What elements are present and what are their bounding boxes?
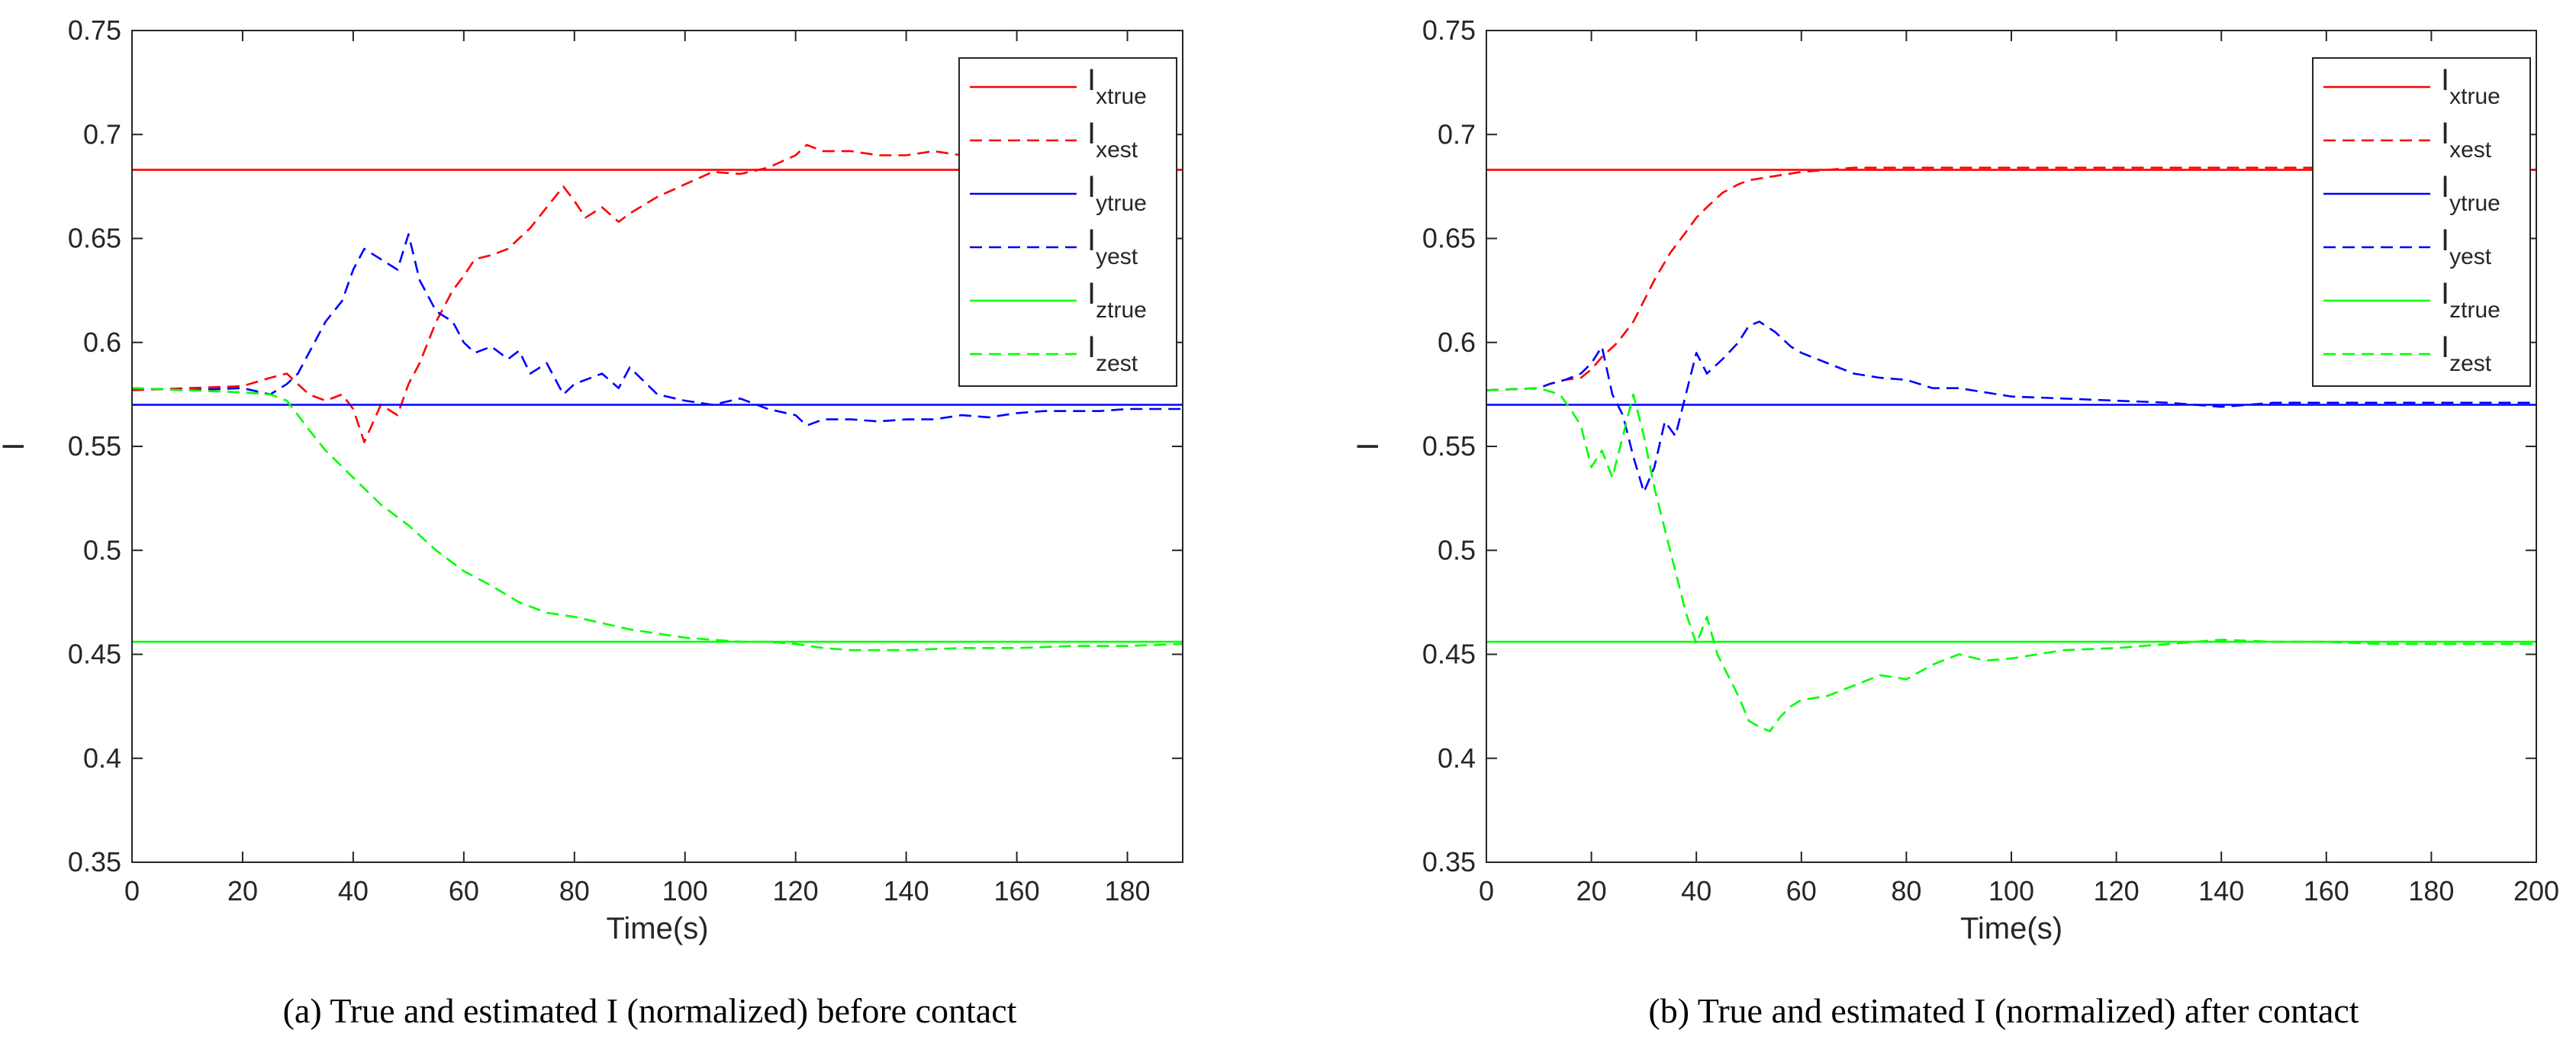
y-tick-label: 0.45 [1422, 639, 1476, 670]
y-tick-label: 0.5 [83, 534, 121, 565]
x-tick-label: 180 [2408, 875, 2454, 906]
y-tick-label: 0.65 [68, 223, 121, 254]
x-tick-label: 200 [2513, 875, 2559, 906]
chart-panel-b: 0 20 40 60 80 100 120 140 160 180 200 0.35 0.4 0.45 0.… [1351, 14, 2559, 1030]
series-line-yest [1486, 320, 2536, 494]
x-tick-label: 80 [559, 875, 590, 906]
series-line-yest [132, 233, 1183, 427]
chart-caption: (a) True and estimated I (normalized) be… [283, 991, 1017, 1030]
axes: 0 20 40 60 80 100 120 140 160 180 200 0.35 0.4 0.45 0.… [1422, 14, 2559, 906]
chart-caption: (b) True and estimated I (normalized) af… [1648, 991, 2359, 1030]
y-tick-label: 0.4 [1438, 742, 1476, 774]
y-tick-label: 0.35 [68, 846, 121, 878]
legend-label-ztrue: Iztrue [2441, 277, 2500, 323]
y-tick-label: 0.55 [1422, 430, 1476, 462]
legend-label-yest: Iyest [1087, 224, 1138, 269]
series-line-zest [1486, 387, 2536, 733]
y-tick-label: 0.4 [83, 742, 121, 774]
x-tick-label: 40 [338, 875, 369, 906]
legend-label-zest: Izest [2441, 330, 2492, 376]
x-tick-label: 140 [2198, 875, 2244, 906]
chart-panel-a: 0 20 40 60 80 100 120 140 160 180 0.35 0.4 0.45 0.5 0.… [0, 14, 1183, 1030]
x-axis-label: Time(s) [1960, 912, 2062, 945]
legend-label-xtrue: Ixtrue [2441, 63, 2500, 109]
y-axis-label: I [0, 442, 31, 450]
y-tick-label: 0.35 [1422, 846, 1476, 878]
series-line-xest [1486, 166, 2536, 391]
x-tick-label: 100 [662, 875, 708, 906]
legend-label-ztrue: Iztrue [1087, 277, 1147, 323]
y-tick-label: 0.7 [83, 118, 121, 150]
legend: Ixtrue Ixest Iytrue Iyest Iztrue Izest [2312, 57, 2531, 387]
x-axis-label: Time(s) [606, 912, 708, 945]
x-tick-label: 20 [1576, 875, 1607, 906]
x-tick-label: 100 [1988, 875, 2034, 906]
series-lines [1486, 166, 2536, 733]
legend: Ixtrue Ixest Iytrue Iyest Iztrue Izest [958, 57, 1177, 387]
x-tick-label: 80 [1891, 875, 1921, 906]
legend-label-ytrue: Iytrue [1087, 170, 1147, 216]
y-tick-label: 0.7 [1438, 118, 1476, 150]
y-tick-label: 0.75 [68, 14, 121, 46]
x-tick-label: 180 [1104, 875, 1150, 906]
legend-label-xest: Ixest [1087, 117, 1138, 163]
y-tick-label: 0.5 [1438, 534, 1476, 565]
legend-box [2312, 57, 2531, 387]
series-line-zest [132, 387, 1183, 652]
y-axis-label: I [1351, 442, 1385, 450]
y-tick-label: 0.55 [68, 430, 121, 462]
x-tick-label: 60 [449, 875, 479, 906]
legend-label-xest: Ixest [2441, 117, 2492, 163]
x-tick-label: 0 [124, 875, 140, 906]
x-tick-label: 60 [1786, 875, 1817, 906]
y-tick-label: 0.6 [1438, 327, 1476, 358]
legend-label-ytrue: Iytrue [2441, 170, 2500, 216]
x-tick-label: 160 [994, 875, 1040, 906]
y-tick-label: 0.45 [68, 639, 121, 670]
x-tick-label: 140 [884, 875, 929, 906]
x-tick-label: 120 [2094, 875, 2140, 906]
y-tick-label: 0.65 [1422, 223, 1476, 254]
y-tick-label: 0.75 [1422, 14, 1476, 46]
legend-label-yest: Iyest [2441, 224, 2492, 269]
axes: 0 20 40 60 80 100 120 140 160 180 0.35 0.4 0.45 0.5 0.… [68, 14, 1183, 906]
y-tick-label: 0.6 [83, 327, 121, 358]
legend-box [958, 57, 1177, 387]
legend-label-xtrue: Ixtrue [1087, 63, 1147, 109]
x-tick-label: 160 [2304, 875, 2349, 906]
x-tick-label: 120 [773, 875, 819, 906]
x-tick-label: 40 [1681, 875, 1711, 906]
legend-label-zest: Izest [1087, 330, 1138, 376]
x-tick-label: 0 [1479, 875, 1494, 906]
x-tick-label: 20 [227, 875, 258, 906]
